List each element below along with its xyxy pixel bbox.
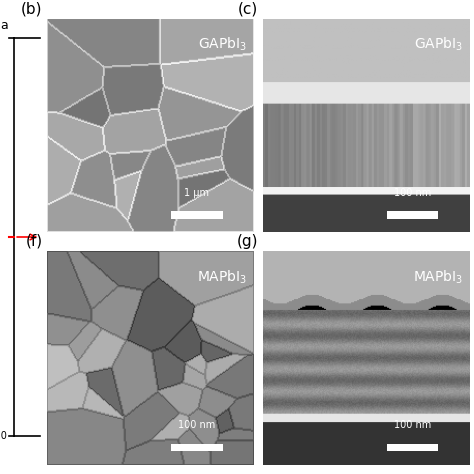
Text: 100 nm: 100 nm — [394, 188, 431, 198]
FancyBboxPatch shape — [387, 444, 438, 451]
Text: $\mathrm{MAPbI_3}$: $\mathrm{MAPbI_3}$ — [413, 268, 463, 286]
Text: (b): (b) — [21, 1, 43, 17]
Text: (c): (c) — [238, 1, 258, 17]
Text: (g): (g) — [237, 234, 258, 249]
FancyBboxPatch shape — [171, 211, 223, 219]
FancyBboxPatch shape — [387, 211, 438, 219]
FancyBboxPatch shape — [171, 444, 223, 451]
Text: $\mathrm{GAPbI_3}$: $\mathrm{GAPbI_3}$ — [414, 36, 463, 54]
Text: -50: -50 — [0, 431, 7, 441]
Text: 100 nm: 100 nm — [178, 420, 216, 430]
Text: 100 nm: 100 nm — [394, 420, 431, 430]
Text: a: a — [0, 19, 8, 32]
Text: $\mathrm{MAPbI_3}$: $\mathrm{MAPbI_3}$ — [197, 268, 247, 286]
Text: 1 μm: 1 μm — [184, 188, 210, 198]
Text: $\mathrm{GAPbI_3}$: $\mathrm{GAPbI_3}$ — [199, 36, 247, 54]
Text: (f): (f) — [26, 234, 43, 249]
